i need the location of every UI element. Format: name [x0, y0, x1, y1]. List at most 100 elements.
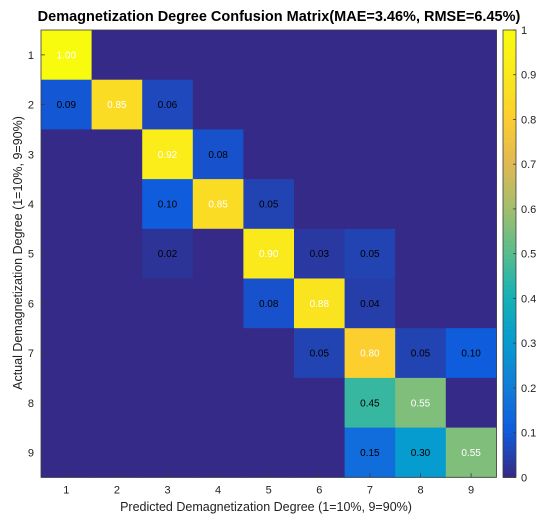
- colorbar-segment: [503, 405, 516, 411]
- heatmap-cell: [91, 377, 143, 429]
- heatmap-cell: [41, 328, 93, 379]
- colorbar-tick-label: 0.9: [521, 70, 536, 82]
- heatmap-cell: [192, 328, 244, 379]
- colorbar-segment: [503, 262, 516, 268]
- y-axis-ticks: 1 2 3 4 5 6 7 8 9: [28, 50, 45, 459]
- colorbar-segment: [503, 217, 516, 223]
- heatmap-cell: [395, 179, 447, 230]
- heatmap-cell: [445, 377, 497, 429]
- heatmap-cell: [41, 179, 93, 230]
- heatmap-cell: [344, 179, 396, 230]
- colorbar-segment: [503, 204, 516, 210]
- y-tick-label: 1: [28, 50, 34, 62]
- cell-value-label: 0.05: [360, 249, 380, 260]
- x-tick-label: 5: [266, 484, 272, 496]
- colorbar-segment: [503, 65, 516, 71]
- colorbar-segment: [503, 92, 516, 98]
- cell-value-label: 0.03: [310, 249, 330, 260]
- colorbar-segment: [503, 186, 516, 192]
- cell-value-label: 0.06: [158, 100, 178, 111]
- colorbar-segment: [503, 459, 516, 465]
- heatmap-cell: [395, 377, 447, 429]
- colorbar-segment: [503, 191, 516, 197]
- colorbar-segment: [503, 164, 516, 170]
- colorbar-segment: [503, 428, 516, 434]
- heatmap-cell: [344, 427, 396, 478]
- colorbar-segment: [503, 137, 516, 143]
- heatmap-cell: [445, 179, 497, 230]
- colorbar-segment: [503, 414, 516, 420]
- colorbar-tick-label: 0.6: [521, 204, 536, 216]
- colorbar-segment: [503, 437, 516, 443]
- heatmap-cell: [41, 30, 93, 81]
- colorbar-segment: [503, 410, 516, 416]
- cell-value-label: 0.08: [259, 299, 279, 310]
- colorbar-segment: [503, 441, 516, 447]
- colorbar-segment: [503, 226, 516, 232]
- colorbar-segment: [503, 159, 516, 165]
- colorbar-segment: [503, 432, 516, 438]
- colorbar-segment: [503, 38, 516, 45]
- heatmap-cell: [243, 278, 295, 329]
- colorbar-segment: [503, 298, 516, 304]
- colorbar-segment: [503, 97, 516, 103]
- heatmap-cell: [395, 79, 447, 130]
- colorbar-tick-label: 0.8: [521, 114, 536, 126]
- heatmap-cell: [142, 278, 194, 329]
- cell-value-label: 1.00: [57, 50, 77, 61]
- cell-value-label: 0.90: [259, 249, 279, 260]
- heatmap-cell: [344, 228, 396, 279]
- colorbar-segment: [503, 325, 516, 331]
- colorbar-segment: [503, 231, 516, 237]
- heatmap-cell: [294, 427, 346, 478]
- colorbar-segment: [503, 199, 516, 206]
- cell-value-label: 0.05: [411, 349, 431, 360]
- colorbar-segment: [503, 289, 516, 295]
- x-axis-ticks: 1 2 3 4 5 6 7 8 9: [63, 473, 474, 496]
- colorbar-segment: [503, 311, 516, 317]
- colorbar-tick-label: 0.3: [521, 338, 536, 350]
- colorbar-ticks: 0 0.1 0.2 0.3 0.4 0.5 0.6 0.7 0.8 0.9 1: [513, 25, 536, 484]
- cell-value-label: 0.88: [310, 299, 330, 310]
- colorbar-segment: [503, 43, 516, 49]
- colorbar-segment: [503, 378, 516, 384]
- heatmap-cell: [91, 228, 143, 279]
- cell-value-label: 0.10: [461, 349, 481, 360]
- heatmap-cell: [91, 278, 143, 329]
- colorbar-segment: [503, 445, 516, 452]
- colorbar-segment: [503, 383, 516, 389]
- heatmap-cell: [395, 427, 447, 478]
- cell-value-label: 0.55: [411, 398, 431, 409]
- colorbar-segment: [503, 267, 516, 273]
- colorbar-segment: [503, 253, 516, 259]
- heatmap-cell: [91, 129, 143, 180]
- heatmap-cell: [91, 30, 143, 81]
- cell-value-label: 0.09: [57, 100, 77, 111]
- colorbar-segment: [503, 419, 516, 425]
- colorbar-segment: [503, 329, 516, 335]
- colorbar-segment: [503, 392, 516, 398]
- heatmap-cell: [192, 129, 244, 180]
- heatmap-cell: [243, 228, 295, 279]
- x-tick-label: 2: [114, 484, 120, 496]
- y-tick-label: 5: [28, 249, 34, 261]
- colorbar-segment: [503, 88, 516, 94]
- heatmap-cell: [91, 79, 143, 130]
- heatmap-cell: [445, 278, 497, 329]
- colorbar-segment: [503, 56, 516, 62]
- colorbar-segment: [503, 123, 516, 130]
- heatmap-cell: [41, 377, 93, 429]
- colorbar-tick-label: 0.4: [521, 293, 536, 305]
- cell-value-label: 0.80: [360, 349, 380, 360]
- y-tick-label: 7: [28, 348, 34, 360]
- y-tick-label: 4: [28, 199, 34, 211]
- heatmap-cell: [344, 79, 396, 130]
- colorbar-segment: [503, 74, 516, 80]
- colorbar-segment: [503, 182, 516, 188]
- heatmap-cell: [41, 278, 93, 329]
- colorbar-segment: [503, 338, 516, 344]
- heatmap-cell: [294, 377, 346, 429]
- heatmap-cell: [41, 129, 93, 180]
- y-tick-label: 8: [28, 398, 34, 410]
- x-tick-label: 7: [367, 484, 373, 496]
